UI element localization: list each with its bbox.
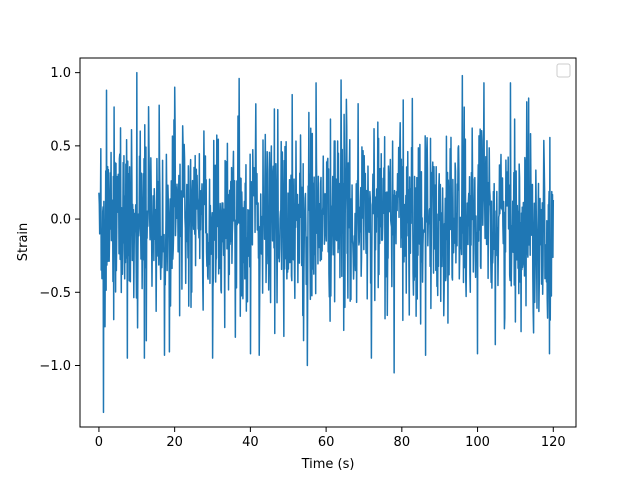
x-tick-label: 120 (541, 435, 566, 450)
y-tick-label: −0.5 (39, 286, 71, 301)
y-tick-label: 1.0 (50, 66, 71, 81)
legend-box (556, 63, 571, 78)
y-axis-ticks: −1.0 −0.5 0.0 0.5 1.0 (39, 66, 80, 374)
x-tick-label: 100 (465, 435, 490, 450)
y-tick-label: 0.5 (50, 139, 71, 154)
x-tick-label: 60 (318, 435, 335, 450)
x-tick-label: 40 (242, 435, 259, 450)
y-tick-label: 0.0 (50, 213, 71, 228)
x-tick-label: 0 (95, 435, 103, 450)
x-tick-label: 20 (166, 435, 183, 450)
series-layer (98, 71, 555, 414)
plot-frame (79, 57, 577, 428)
strain-series-line (98, 71, 555, 414)
x-tick-label: 80 (394, 435, 411, 450)
x-axis-ticks: 0 20 40 60 80 100 120 (95, 427, 566, 450)
y-tick-label: −1.0 (39, 359, 71, 374)
x-axis-label: Time (s) (301, 457, 355, 472)
y-axis-label: Strain (16, 223, 31, 262)
